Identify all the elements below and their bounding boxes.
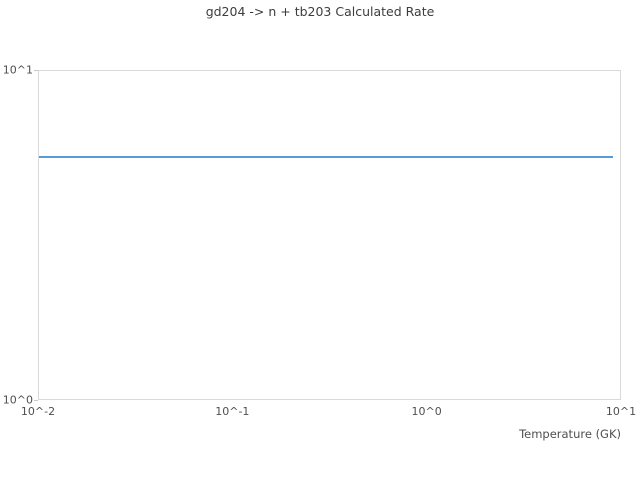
plot-area	[38, 70, 621, 400]
y-tick-label: 10^1	[2, 63, 33, 77]
x-tick-label: 10^0	[411, 405, 442, 418]
x-tick-label: 10^-2	[20, 405, 56, 418]
calculated-rate-line	[39, 155, 614, 158]
y-tick-label: 10^0	[2, 393, 33, 407]
x-tick-label: 10^-1	[215, 405, 250, 418]
x-axis-label: Temperature (GK)	[519, 427, 621, 441]
chart-title: gd204 -> n + tb203 Calculated Rate	[205, 4, 435, 19]
x-tick-label: 10^1	[605, 405, 637, 418]
y-tick-mark	[34, 70, 38, 71]
y-tick-mark	[34, 400, 38, 401]
